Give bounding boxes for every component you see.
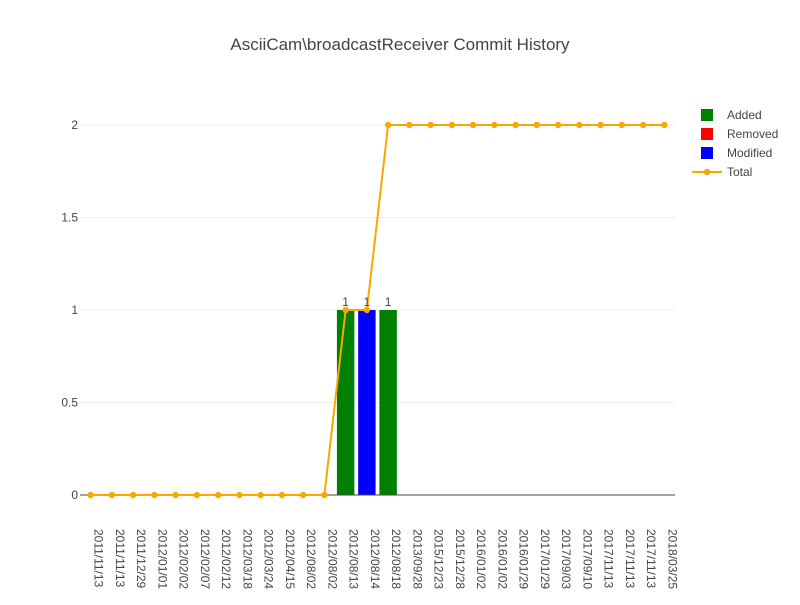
bar-added[interactable] [336,310,355,495]
total-point[interactable] [363,306,371,314]
chart-title: AsciiCam\broadcastReceiver Commit Histor… [230,35,570,54]
total-point[interactable] [321,491,328,499]
x-tick-label: 2012/03/24 [262,529,276,589]
y-tick-labels: 0 0.5 1 1.5 2 [61,118,78,502]
total-point[interactable] [554,121,562,129]
total-point[interactable] [639,121,647,129]
total-point[interactable] [172,491,179,499]
x-tick-label: 2013/09/28 [410,529,424,589]
legend-item-added[interactable]: Added [701,108,762,122]
x-tick-label: 2012/02/12 [219,529,233,589]
y-tick-label: 1 [71,303,78,317]
bar-added[interactable] [379,310,397,495]
x-tick-labels: 2011/11/13 2011/11/13 2011/12/29 2012/01/01… [92,529,680,589]
line-layer [87,121,668,499]
bar-layer [336,310,397,495]
x-tick-label: 2016/01/02 [495,529,509,589]
total-point[interactable] [427,121,434,129]
x-tick-label: 2017/09/03 [559,529,573,589]
total-line[interactable] [90,124,665,496]
x-tick-label: 2015/12/23 [432,529,446,589]
total-point[interactable] [87,491,94,499]
x-tick-label: 2017/11/13 [602,529,616,588]
x-tick-label: 2012/01/01 [155,529,169,589]
x-tick-label: 2012/02/07 [198,529,212,589]
x-tick-label: 2017/11/13 [623,529,637,588]
legend-marker [703,168,711,176]
y-tick-label: 0 [71,488,78,502]
x-tick-label: 2018/03/25 [665,529,679,589]
x-tick-label: 2012/02/02 [177,529,191,589]
total-point[interactable] [512,121,519,129]
total-point[interactable] [151,491,158,499]
total-point[interactable] [597,121,604,129]
legend-label: Modified [727,146,772,160]
x-tick-label: 2017/01/29 [538,529,552,589]
total-point[interactable] [236,491,243,499]
total-point[interactable] [278,491,286,499]
x-tick-label: 2017/11/13 [644,529,658,588]
legend-label: Total [727,165,752,179]
x-tick-label: 2011/12/29 [134,529,148,588]
legend-item-removed[interactable]: Removed [701,127,778,141]
total-point[interactable] [214,491,222,499]
x-tick-label: 2015/12/28 [453,529,467,589]
x-tick-label: 2017/09/10 [580,529,594,589]
total-point[interactable] [469,121,477,129]
x-tick-label: 2016/01/29 [517,529,531,589]
total-point[interactable] [448,121,456,129]
x-tick-label: 2012/08/18 [389,529,403,589]
x-tick-label: 2011/11/13 [113,529,127,588]
legend-label: Added [727,108,762,122]
total-point[interactable] [576,121,583,129]
x-tick-label: 2012/04/15 [283,529,297,589]
total-point[interactable] [193,491,201,499]
grid-layer [80,124,675,403]
total-point[interactable] [533,121,541,129]
total-point[interactable] [257,491,264,499]
legend-item-total[interactable]: Total [692,165,752,179]
bar-value-label: 1 [364,295,371,309]
x-tick-label: 2012/03/18 [240,529,254,589]
legend-swatch [701,109,713,121]
x-tick-label: 2012/08/14 [368,529,382,589]
y-tick-label: 2 [71,118,78,132]
x-tick-label: 2012/08/13 [347,529,361,589]
legend-label: Removed [727,127,778,141]
bar-modified[interactable] [358,310,376,495]
bar-value-label: 1 [385,295,392,309]
legend[interactable]: Added Removed Modified Total [692,108,778,179]
legend-item-modified[interactable]: Modified [701,146,772,160]
total-point[interactable] [129,491,137,499]
total-point[interactable] [406,121,413,129]
total-point[interactable] [384,121,392,129]
total-point[interactable] [618,121,626,129]
total-point[interactable] [491,121,498,129]
y-tick-label: 0.5 [61,396,78,410]
y-tick-label: 1.5 [61,211,78,225]
x-tick-label: 2016/01/02 [474,529,488,589]
legend-swatch [701,128,713,140]
x-tick-label: 2012/08/02 [304,529,318,589]
legend-swatch [701,147,713,159]
total-point[interactable] [342,306,349,314]
total-point[interactable] [661,121,668,129]
total-point[interactable] [108,491,116,499]
total-point[interactable] [299,491,307,499]
x-tick-label: 2011/11/13 [92,529,106,588]
x-tick-label: 2012/08/02 [325,529,339,589]
bar-value-label: 1 [342,295,349,309]
